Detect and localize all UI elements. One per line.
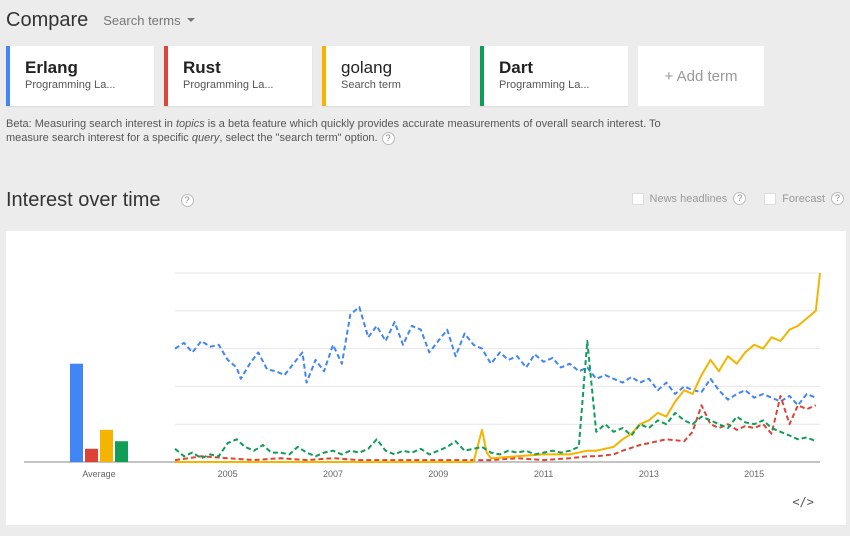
x-tick-label: 2011 xyxy=(534,469,553,479)
news-headlines-option[interactable]: News headlines ? xyxy=(631,192,747,205)
term-type: Programming La... xyxy=(499,79,590,91)
average-bar-rust xyxy=(85,448,98,462)
news-headlines-checkbox[interactable] xyxy=(631,192,644,205)
average-label: Average xyxy=(82,469,115,479)
term-name: Rust xyxy=(183,58,221,77)
interest-chart: 2005 2007 2009 2011 2013 2015 Average xyxy=(24,272,821,479)
x-tick-label: 2015 xyxy=(744,469,764,479)
search-terms-label: Search terms xyxy=(103,12,181,28)
average-bar-dart xyxy=(115,441,128,462)
beta-note-query: query xyxy=(191,132,220,144)
chevron-down-icon xyxy=(186,18,195,22)
series-line-dart xyxy=(174,340,817,460)
forecast-option[interactable]: Forecast ? xyxy=(764,192,844,205)
x-tick-label: 2013 xyxy=(639,469,659,479)
term-color-stripe xyxy=(480,46,484,106)
term-card-erlang[interactable]: Erlang Programming La... xyxy=(6,46,154,106)
add-term-button[interactable]: + Add term xyxy=(638,46,764,106)
forecast-checkbox[interactable] xyxy=(764,192,777,205)
help-icon[interactable]: ? xyxy=(381,131,395,145)
search-terms-dropdown[interactable]: Search terms xyxy=(103,12,195,28)
news-headlines-label: News headlines xyxy=(649,192,728,205)
help-icon[interactable]: ? xyxy=(831,192,844,205)
series-line-erlang xyxy=(174,306,817,407)
series-line-rust xyxy=(174,394,817,462)
beta-note-text: is a beta feature which quickly provides… xyxy=(6,118,661,144)
term-name: Dart xyxy=(499,58,534,77)
term-name: Erlang xyxy=(25,58,78,77)
chart-options: News headlines ? Forecast ? xyxy=(614,192,844,205)
term-type: Programming La... xyxy=(183,79,274,91)
series-line-golang xyxy=(175,272,821,463)
chart-panel: 2005 2007 2009 2011 2013 2015 Average </> xyxy=(6,231,846,525)
term-cards: Erlang Programming La... Rust Programmin… xyxy=(6,46,764,106)
term-color-stripe xyxy=(6,46,10,106)
help-icon[interactable]: ? xyxy=(733,192,747,205)
term-name: golang xyxy=(341,58,393,77)
beta-note: Beta: Measuring search interest in topic… xyxy=(6,117,686,145)
top-bar: Compare Search terms xyxy=(6,6,195,34)
forecast-label: Forecast xyxy=(782,192,825,205)
interest-over-time-heading: Interest over time xyxy=(6,189,161,211)
term-color-stripe xyxy=(322,46,326,106)
term-card-dart[interactable]: Dart Programming La... xyxy=(480,46,628,106)
embed-code-icon[interactable]: </> xyxy=(792,495,814,509)
term-color-stripe xyxy=(164,46,168,106)
page-title: Compare xyxy=(6,8,89,31)
term-type: Search term xyxy=(341,79,401,91)
x-tick-label: 2005 xyxy=(218,469,238,479)
term-card-golang[interactable]: golang Search term xyxy=(322,46,470,106)
beta-note-text: Beta: Measuring search interest in xyxy=(6,118,176,130)
average-bar-golang xyxy=(100,429,113,462)
help-icon[interactable]: ? xyxy=(180,194,194,207)
section-title: Interest over time ? xyxy=(6,189,194,212)
average-bar-erlang xyxy=(70,363,83,462)
beta-note-topics: topics xyxy=(175,118,205,130)
term-type: Programming La... xyxy=(25,79,116,91)
beta-note-text: , select the "search term" option. xyxy=(219,132,378,144)
term-card-rust[interactable]: Rust Programming La... xyxy=(164,46,312,106)
x-tick-label: 2009 xyxy=(428,469,448,479)
x-tick-label: 2007 xyxy=(323,469,343,479)
